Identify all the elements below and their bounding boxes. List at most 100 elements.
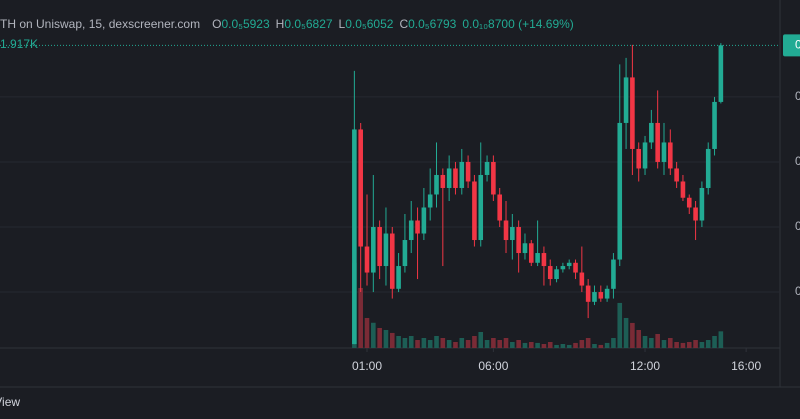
candle-body [408,220,414,241]
candle-body [396,266,401,289]
candle-body [686,197,692,208]
volume-bar [680,342,686,348]
volume-bar [617,302,623,348]
volume-bar [484,339,490,348]
y-tick-label: 0.0₅5000 [795,154,800,168]
candle-body [472,181,477,241]
volume-bar [598,344,604,348]
ohlc-value: 0.0₅6827 [284,17,333,31]
volume-bar [674,341,679,348]
candle-body [560,266,566,270]
volume-bar [535,342,540,348]
volume-bar [623,317,629,348]
candle-body [371,227,376,273]
x-tick-label: 16:00 [731,359,761,373]
y-tick-label: 0.0₅3000 [795,284,800,298]
volume-bar [686,341,692,348]
ohlc-label: C [399,17,408,31]
volume-bar [573,342,578,348]
last-price-box [783,34,800,57]
candle-body [491,161,496,195]
x-tick-label: 06:00 [478,359,508,373]
candle-body [649,122,654,143]
ohlc-label: H [276,17,285,31]
volume-bar [699,341,705,348]
ohlc-value: 0.0₅6052 [345,17,394,31]
volume-bar [421,337,427,348]
volume-label: 1.917K [0,37,38,51]
volume-bar [510,341,515,348]
volume-bar [528,341,534,348]
volume-bar [478,331,484,348]
candle-body [547,266,553,280]
candle-body [503,220,509,241]
candle-body [478,174,484,241]
y-tick-label: 0.0₅4000 [795,219,800,233]
candle-body [535,253,540,263]
candle-body [377,227,382,267]
volume-bar [371,322,376,348]
candle-body [630,77,635,149]
candle-body [352,129,357,345]
volume-bar [592,343,597,348]
volume-bar [636,329,642,348]
candle-body [579,272,585,286]
candle-body [604,288,610,299]
candle-body [522,243,528,254]
candle-body [617,122,623,260]
candle-body [566,262,572,267]
candle-body [705,148,711,188]
volume-bar [503,337,509,348]
volume-bar [661,339,667,348]
candle-body [383,233,389,267]
candle-body [516,227,521,254]
volume-bar [440,337,446,348]
volume-bar [402,337,408,348]
change: 0.0₁₀8700 (+14.69%) [462,17,573,31]
symbol: TH on Uniswap, 15, dexscreener.com [0,17,200,31]
volume-bar [668,337,673,348]
volume-bar [705,339,711,348]
candle-body [497,194,502,221]
candle-body [718,45,724,102]
ohlc-value: 0.0₅6793 [408,17,457,31]
candle-body [592,292,597,302]
candle-body [453,168,458,188]
candle-body [674,168,679,182]
volume-bar [516,339,521,348]
volume-bar [446,339,452,348]
volume-bar [415,339,420,348]
candle-body [465,161,471,182]
volume-bar [541,343,547,348]
volume-bar [389,332,395,348]
ohlc-value: 0.0₅5923 [221,17,270,31]
candle-body [402,240,408,267]
candle-body [415,220,420,234]
candle-body [510,227,515,241]
volume-bar [560,343,566,348]
candle-body [661,142,667,162]
volume-bar [364,317,370,348]
candle-body [693,207,698,221]
volume-bar [712,335,717,348]
x-tick-label: 12:00 [630,359,660,373]
last-price-label: 0.0₅6793 [795,38,800,52]
volume-bar [434,335,439,348]
candle-body [541,253,547,267]
candle-body [528,243,534,263]
candle-body [389,233,395,289]
candle-body [364,246,370,273]
volume-bar [611,337,616,348]
volume-bar [491,337,496,348]
candle-body [421,207,427,234]
candle-body [655,122,660,162]
ohlc-label: L [339,17,346,31]
candle-body [358,129,363,247]
brand: TradingView [0,395,20,409]
volume-bar [427,339,433,348]
candle-body [554,269,559,280]
candle-body [427,194,433,208]
volume-bar [459,337,465,348]
